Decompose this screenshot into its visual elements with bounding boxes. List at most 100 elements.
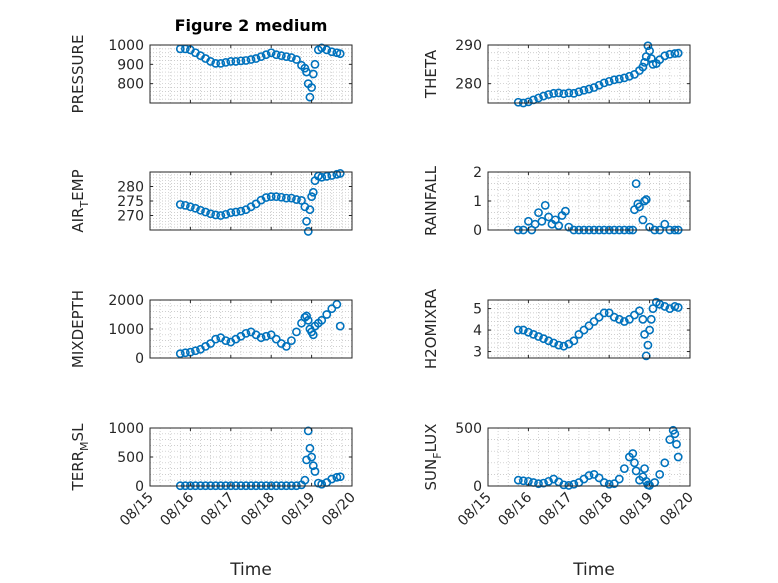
data-point [672, 439, 681, 449]
data-point [308, 69, 318, 79]
y-tick-label: 270 [117, 209, 144, 225]
data-point [589, 317, 599, 326]
data-point [534, 208, 543, 217]
x-tick-label: 08/20 [657, 490, 697, 530]
data-point [619, 317, 629, 326]
data-point [584, 471, 594, 480]
data-point [655, 299, 665, 309]
data-point [241, 56, 251, 65]
data-point [529, 329, 538, 339]
data-point [241, 328, 251, 338]
subplot-2: 280 290 THETA [422, 38, 691, 108]
data-point [564, 88, 574, 98]
data-point [216, 211, 226, 220]
data-point [631, 179, 641, 188]
data-point [261, 50, 271, 60]
data-point [524, 327, 533, 337]
data-point [335, 321, 345, 331]
x-tick-label: 08/20 [319, 490, 359, 530]
data-point [640, 329, 649, 339]
data-point [206, 209, 215, 219]
data-point [584, 84, 594, 94]
data-point [175, 200, 185, 209]
data-point [529, 95, 538, 105]
data-point [628, 449, 638, 458]
subplot-4: 0 1 2 RAINFALL [422, 165, 691, 239]
data-point [292, 195, 301, 204]
x-tick-label: 08/15 [117, 490, 157, 530]
data-point [211, 334, 221, 344]
y-tick-label: 0 [473, 223, 482, 239]
data-point [266, 330, 276, 340]
subplot-6: 3 4 5 H2OMIXRA [422, 288, 691, 369]
data-point [513, 325, 523, 335]
data-point [308, 187, 318, 197]
data-point [216, 58, 226, 68]
data-point [646, 314, 656, 324]
data-point [286, 193, 296, 203]
data-point [609, 75, 619, 85]
y-axis-label: AIRTEMP [69, 169, 91, 232]
data-point [300, 475, 310, 485]
y-tick-label: 280 [117, 180, 144, 196]
data-point [625, 314, 634, 324]
data-point [286, 336, 296, 345]
data-point [599, 308, 609, 318]
data-point [544, 336, 553, 346]
data-point [292, 327, 301, 337]
y-tick-label: 1 [473, 194, 482, 210]
data-point [660, 458, 670, 468]
y-tick-label: 1000 [108, 38, 144, 54]
y-tick-label: 3 [473, 345, 482, 361]
data-point [554, 340, 564, 350]
data-point [322, 45, 332, 55]
data-point [226, 57, 236, 66]
data-point [559, 480, 569, 490]
data-point [559, 89, 569, 99]
data-point [640, 464, 649, 473]
y-tick-label: 0 [135, 479, 144, 495]
data-point [261, 331, 271, 341]
data-point [549, 338, 559, 348]
axes-box [487, 44, 691, 104]
data-point [645, 325, 654, 335]
data-point [534, 93, 543, 103]
data-point [281, 193, 291, 203]
data-point [261, 193, 271, 202]
data-point [640, 196, 649, 206]
data-point [317, 172, 327, 182]
data-point [539, 91, 548, 101]
y-tick-label: 900 [117, 57, 144, 73]
data-point [302, 311, 311, 321]
data-point [513, 97, 523, 107]
data-point [180, 200, 190, 210]
data-point [594, 80, 604, 90]
data-point [604, 479, 614, 489]
data-point [276, 51, 286, 61]
data-point [554, 88, 564, 98]
data-point [673, 48, 683, 58]
data-point [335, 169, 345, 178]
data-point [630, 310, 639, 320]
x-tick-label: 08/17 [536, 490, 576, 530]
data-point [614, 74, 624, 84]
subplot-1: 800 900 1000 PRESSURE [69, 35, 353, 114]
y-axis-label: PRESSURE [69, 35, 87, 114]
data-point [534, 479, 543, 489]
data-point [191, 203, 200, 213]
data-point [670, 49, 680, 58]
data-point [537, 216, 547, 226]
data-point [303, 315, 313, 325]
plot-area [488, 45, 690, 103]
data-point [625, 71, 634, 81]
x-tick-label: 08/19 [617, 490, 657, 530]
data-point [643, 41, 653, 51]
data-point [631, 466, 641, 476]
data-point [561, 206, 570, 216]
data-point [604, 76, 614, 86]
axes-box [487, 299, 691, 359]
data-point [191, 346, 200, 356]
data-point [564, 481, 574, 490]
data-point [327, 47, 337, 57]
